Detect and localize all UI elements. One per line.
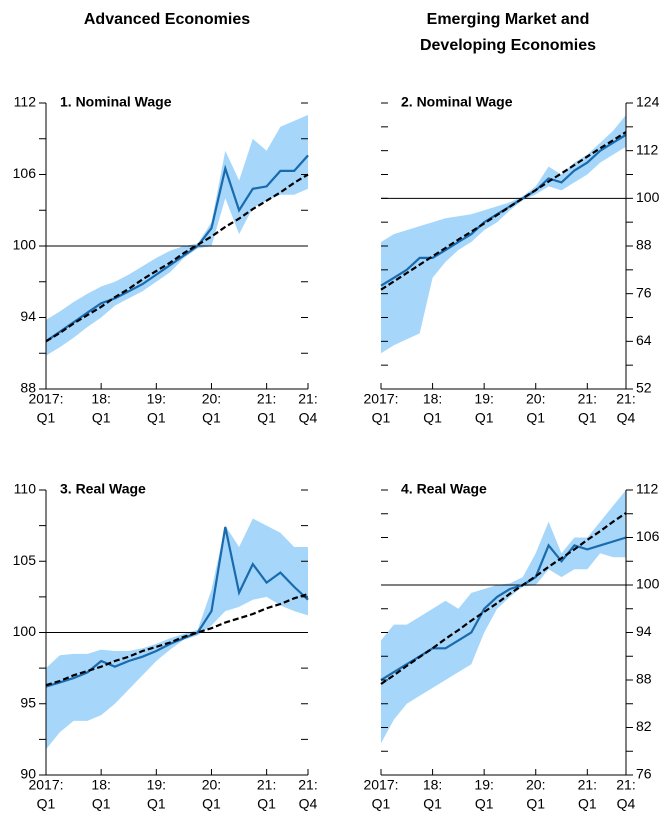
x-tick-label: Q4 bbox=[617, 410, 636, 426]
y-tick-label: 112 bbox=[636, 481, 659, 497]
panel-title: 1. Nominal Wage bbox=[60, 94, 172, 110]
y-tick-label: 88 bbox=[636, 237, 652, 253]
x-tick-label: Q1 bbox=[202, 796, 221, 812]
x-tick-label: 18: bbox=[423, 777, 442, 793]
y-tick-label: 112 bbox=[14, 94, 37, 110]
x-tick-label: Q1 bbox=[92, 796, 111, 812]
y-tick-label: 105 bbox=[13, 552, 37, 568]
panel-title: 4. Real Wage bbox=[401, 481, 487, 497]
x-tick-label: 19: bbox=[147, 777, 166, 793]
x-tick-label: 21: bbox=[616, 777, 635, 793]
y-tick-label: 88 bbox=[20, 380, 36, 396]
y-tick-label: 76 bbox=[636, 766, 652, 782]
trend-line bbox=[380, 131, 627, 291]
x-tick-label: Q4 bbox=[299, 796, 318, 812]
y-tick-label: 95 bbox=[20, 694, 36, 710]
x-tick-label: 20: bbox=[526, 391, 545, 407]
x-tick-label: Q1 bbox=[578, 796, 597, 812]
x-tick-label: 2017: bbox=[28, 777, 63, 793]
y-tick-label: 124 bbox=[636, 94, 660, 110]
y-tick-label: 94 bbox=[636, 623, 652, 639]
x-tick-label: 21: bbox=[257, 391, 276, 407]
x-tick-label: Q1 bbox=[202, 410, 221, 426]
x-tick-label: 2017: bbox=[363, 391, 398, 407]
x-tick-label: 21: bbox=[578, 777, 597, 793]
y-tick-label: 90 bbox=[20, 766, 36, 782]
panel: 52 64 76 88 100 112 124 2017: Q1 18: Q1 19: Q1 20: Q1 2… bbox=[363, 94, 659, 426]
range-band bbox=[46, 518, 308, 750]
range-band bbox=[381, 114, 626, 354]
x-tick-label: 21: bbox=[616, 391, 635, 407]
x-tick-label: Q1 bbox=[257, 796, 276, 812]
y-tick-label: 100 bbox=[636, 189, 660, 205]
x-tick-label: 20: bbox=[526, 777, 545, 793]
x-tick-label: Q1 bbox=[372, 796, 391, 812]
x-tick-label: Q1 bbox=[37, 796, 56, 812]
panel-title: 2. Nominal Wage bbox=[401, 94, 513, 110]
x-tick-label: 21: bbox=[298, 391, 317, 407]
x-tick-label: 18: bbox=[91, 391, 110, 407]
x-tick-label: Q1 bbox=[423, 410, 442, 426]
x-tick-label: 18: bbox=[91, 777, 110, 793]
x-tick-label: Q1 bbox=[372, 410, 391, 426]
trend-line bbox=[45, 173, 309, 343]
x-tick-label: 19: bbox=[474, 777, 493, 793]
y-tick-label: 100 bbox=[636, 576, 660, 592]
x-tick-label: 20: bbox=[202, 391, 221, 407]
y-tick-label: 88 bbox=[636, 671, 652, 687]
panel: 90 95 100 105 110 2017: Q1 18: Q1 19: Q1 20: Q1 21: Q1… bbox=[13, 481, 318, 812]
y-tick-label: 106 bbox=[636, 528, 660, 544]
x-tick-label: Q1 bbox=[475, 410, 494, 426]
x-tick-label: Q1 bbox=[37, 410, 56, 426]
y-tick-label: 100 bbox=[13, 623, 37, 639]
panel-title: 3. Real Wage bbox=[60, 481, 146, 497]
trend-line bbox=[380, 512, 627, 685]
x-tick-label: 21: bbox=[257, 777, 276, 793]
x-tick-label: 18: bbox=[423, 391, 442, 407]
median-line bbox=[45, 154, 309, 343]
x-tick-label: Q1 bbox=[147, 410, 166, 426]
y-tick-label: 76 bbox=[636, 284, 652, 300]
y-tick-label: 106 bbox=[13, 165, 37, 181]
y-tick-label: 110 bbox=[14, 481, 37, 497]
x-tick-label: 19: bbox=[474, 391, 493, 407]
y-tick-label: 112 bbox=[636, 141, 659, 157]
column-title: Developing Economies bbox=[420, 37, 596, 54]
x-tick-label: Q1 bbox=[92, 410, 111, 426]
y-tick-label: 64 bbox=[636, 332, 652, 348]
x-tick-label: 19: bbox=[147, 391, 166, 407]
x-tick-label: 20: bbox=[202, 777, 221, 793]
x-tick-label: Q1 bbox=[423, 796, 442, 812]
y-tick-label: 94 bbox=[20, 308, 36, 324]
y-tick-label: 82 bbox=[636, 718, 652, 734]
panel: 76 82 88 94 100 106 112 2017: Q1 18: Q1 19: Q1 20: Q1 2… bbox=[363, 481, 659, 812]
x-tick-label: Q1 bbox=[147, 796, 166, 812]
x-tick-label: Q1 bbox=[475, 796, 494, 812]
x-tick-label: Q4 bbox=[617, 796, 636, 812]
x-tick-label: 21: bbox=[298, 777, 317, 793]
range-band bbox=[381, 490, 626, 744]
column-title: Advanced Economies bbox=[84, 11, 250, 28]
y-tick-label: 52 bbox=[636, 380, 652, 396]
x-tick-label: 2017: bbox=[28, 391, 63, 407]
y-tick-label: 100 bbox=[13, 237, 37, 253]
trend-line bbox=[45, 592, 309, 687]
x-tick-label: 21: bbox=[578, 391, 597, 407]
x-tick-label: 2017: bbox=[363, 777, 398, 793]
x-tick-label: Q4 bbox=[299, 410, 318, 426]
x-tick-label: Q1 bbox=[578, 410, 597, 426]
x-tick-label: Q1 bbox=[526, 796, 545, 812]
panel: 88 94 100 106 112 2017: Q1 18: Q1 19: Q1 20: Q1 21: Q1… bbox=[13, 94, 318, 426]
column-title: Emerging Market and bbox=[427, 11, 590, 28]
x-tick-label: Q1 bbox=[257, 410, 276, 426]
range-band bbox=[46, 114, 308, 356]
x-tick-label: Q1 bbox=[526, 410, 545, 426]
